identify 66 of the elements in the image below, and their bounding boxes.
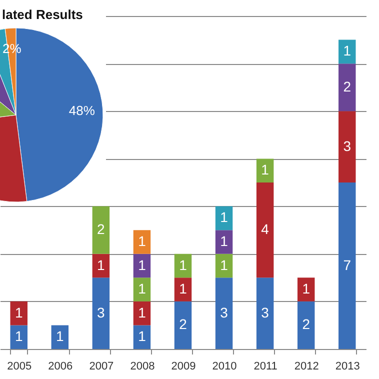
x-tick-label: 2008 xyxy=(130,360,155,372)
data-label: 1 xyxy=(138,304,146,320)
data-label: 3 xyxy=(97,304,106,320)
data-label: 1 xyxy=(56,328,64,344)
bar xyxy=(338,40,356,64)
data-label: 1 xyxy=(97,256,106,273)
bar xyxy=(256,158,274,182)
data-label: 1 xyxy=(14,304,23,320)
data-label: 3 xyxy=(261,304,270,320)
x-tick-label: 2010 xyxy=(212,360,237,372)
bar xyxy=(215,278,233,349)
data-label: 1 xyxy=(138,256,146,273)
bar xyxy=(133,301,151,326)
bar xyxy=(256,182,274,278)
data-label: 3 xyxy=(343,138,352,154)
bar xyxy=(133,254,151,278)
bar xyxy=(174,278,192,302)
data-label: 1 xyxy=(302,280,310,297)
bar xyxy=(338,111,356,182)
bar xyxy=(133,230,151,254)
data-label: 4 xyxy=(261,221,270,238)
bar xyxy=(10,325,28,349)
data-label: 48% xyxy=(68,102,96,118)
data-label: 3 xyxy=(220,304,228,320)
bar xyxy=(92,278,110,349)
x-tick-label: 2005 xyxy=(7,360,32,372)
data-label: 1 xyxy=(138,232,146,249)
x-tick-label: 2007 xyxy=(89,360,114,372)
data-label: 1 xyxy=(138,280,146,297)
data-label: 1 xyxy=(343,42,352,59)
bar xyxy=(215,254,233,278)
data-label: 2 xyxy=(97,221,106,238)
data-label: 1 xyxy=(179,280,188,297)
bar xyxy=(92,254,110,278)
data-label: 2 xyxy=(343,78,352,94)
bar xyxy=(215,206,233,230)
data-label: 7 xyxy=(343,256,352,273)
bar xyxy=(51,325,69,349)
data-label: 1 xyxy=(138,328,146,344)
bar xyxy=(133,325,151,349)
x-tick-label: 2009 xyxy=(171,360,196,372)
data-label: 1 xyxy=(220,209,228,226)
bar xyxy=(256,278,274,349)
bar xyxy=(338,182,356,349)
x-tick-label: 2011 xyxy=(254,360,278,372)
data-label: 1 xyxy=(220,256,228,273)
data-label: 1 xyxy=(179,256,188,273)
data-label: 1 xyxy=(261,162,270,178)
bar xyxy=(338,64,356,112)
bar xyxy=(133,278,151,302)
bar xyxy=(174,301,192,349)
x-tick-label: 2006 xyxy=(48,360,73,372)
bar xyxy=(92,206,110,254)
data-label: 1 xyxy=(220,232,228,249)
bar xyxy=(215,230,233,254)
bar xyxy=(297,278,315,302)
chart-title: lated Results xyxy=(2,7,83,22)
x-tick-label: 2013 xyxy=(335,360,360,372)
bar xyxy=(10,301,28,326)
data-label: 1 xyxy=(14,328,23,344)
bar xyxy=(174,254,192,278)
data-label: 2 xyxy=(302,316,310,332)
data-label: 2% xyxy=(2,41,22,56)
x-tick-label: 2012 xyxy=(294,360,319,372)
data-label: 2 xyxy=(179,316,188,332)
bar xyxy=(297,301,315,349)
